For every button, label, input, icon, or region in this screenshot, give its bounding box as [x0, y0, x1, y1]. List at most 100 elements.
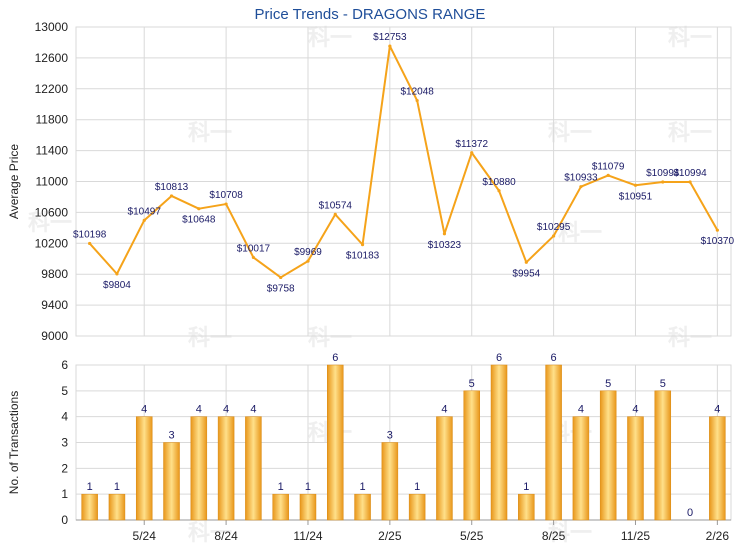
txn-bar: [272, 493, 289, 521]
txn-data-label: 6: [551, 352, 557, 364]
price-point: [497, 189, 501, 193]
txn-bar: [545, 364, 562, 521]
price-point: [688, 180, 692, 184]
txn-bar: [245, 416, 262, 521]
price-y-tick-label: 9000: [41, 329, 68, 343]
txn-bar: [599, 390, 617, 521]
price-data-label: $10183: [346, 251, 380, 262]
price-series-line: [88, 45, 719, 279]
price-y-tick-label: 10200: [35, 236, 69, 250]
txn-data-label: 4: [441, 404, 447, 416]
txn-bar: [627, 416, 644, 521]
txn-bar: [408, 493, 426, 521]
watermark-text: 科一: [188, 325, 232, 350]
price-data-label: $9758: [267, 283, 295, 294]
txn-data-label: 4: [141, 404, 147, 416]
txn-x-tick-label: 5/25: [460, 529, 484, 543]
watermark-text: 科一: [548, 520, 592, 545]
price-data-label: $10813: [155, 182, 189, 193]
price-point: [388, 44, 392, 48]
txn-data-label: 4: [578, 404, 584, 416]
price-data-label: $12753: [373, 32, 407, 43]
price-y-tick-label: 9800: [41, 267, 68, 281]
txn-data-label: 6: [496, 352, 502, 364]
price-point: [115, 272, 119, 276]
price-point: [552, 234, 556, 238]
price-y-tick-label: 11800: [36, 113, 69, 127]
txn-bar: [163, 442, 180, 521]
price-point: [442, 232, 447, 236]
txn-data-label: 5: [469, 378, 475, 390]
watermark-text: 科一: [28, 210, 72, 235]
watermark-text: 科一: [548, 120, 592, 145]
txn-x-tick-label: 11/24: [293, 529, 322, 543]
price-y-tick-label: 13000: [35, 20, 69, 34]
price-point: [661, 180, 665, 184]
txn-x-tick-label: 11/25: [621, 529, 650, 543]
price-data-label: $12048: [400, 87, 434, 98]
txn-data-label: 1: [523, 481, 529, 493]
watermark-text: 科一: [668, 120, 712, 145]
txn-data-label: 1: [360, 481, 366, 493]
price-point: [360, 243, 365, 247]
txn-data-label: 1: [305, 481, 311, 493]
txn-data-label: 1: [114, 481, 120, 493]
price-point: [633, 183, 638, 187]
txn-data-label: 4: [250, 404, 256, 416]
price-y-tick-label: 12600: [35, 51, 69, 65]
txn-bar: [436, 416, 453, 521]
price-y-tick-label: 9400: [41, 298, 68, 312]
price-data-label: $10648: [182, 215, 216, 226]
txn-data-label: 4: [632, 404, 638, 416]
price-point: [470, 151, 474, 155]
txn-x-tick-label: 5/24: [133, 529, 157, 543]
price-data-label: $10198: [73, 229, 107, 240]
chart-title: Price Trends - DRAGONS RANGE: [254, 6, 486, 23]
txn-bar: [135, 416, 153, 521]
txn-x-tick-label: 8/24: [214, 529, 238, 543]
price-point: [88, 241, 92, 246]
txn-y-axis-title: No. of Transactions: [7, 391, 21, 494]
txn-data-label: 0: [687, 507, 693, 519]
price-point: [169, 194, 174, 198]
price-data-label: $10497: [128, 206, 162, 217]
price-point: [142, 218, 146, 222]
price-data-label: $10323: [428, 240, 462, 251]
txn-bar: [463, 390, 480, 521]
price-y-tick-label: 11000: [36, 175, 69, 189]
price-data-label: $10951: [619, 191, 653, 202]
price-point: [415, 98, 419, 103]
price-data-label: $10574: [319, 200, 353, 211]
price-y-axis-title: Average Price: [7, 144, 21, 219]
price-data-label: $10994: [646, 168, 680, 179]
txn-bar: [709, 416, 726, 521]
price-data-label: $10933: [564, 173, 598, 184]
watermark-text: 科一: [188, 520, 232, 545]
price-point: [279, 275, 283, 280]
price-data-label: $10708: [209, 190, 243, 201]
watermark-text: 科一: [188, 120, 232, 145]
price-data-label: $9954: [512, 268, 540, 279]
txn-y-tick-label: 5: [61, 384, 68, 398]
price-data-label: $9969: [294, 247, 322, 258]
watermark-text: 科一: [668, 325, 712, 350]
txn-bar: [299, 493, 317, 521]
txn-data-label: 1: [87, 481, 93, 493]
txn-data-label: 6: [332, 352, 338, 364]
price-data-label: $9804: [103, 280, 131, 291]
txn-data-label: 5: [605, 378, 611, 390]
txn-y-tick-label: 2: [61, 461, 68, 475]
txn-data-label: 4: [714, 404, 720, 416]
txn-x-tick-label: 2/25: [378, 529, 402, 543]
txn-y-tick-label: 6: [61, 358, 68, 372]
price-y-tick-label: 12200: [35, 82, 69, 96]
txn-data-label: 4: [196, 404, 202, 416]
price-y-tick-label: 10600: [35, 205, 69, 219]
price-y-tick-label: 11400: [36, 144, 69, 158]
txn-bar: [654, 390, 672, 521]
txn-bar: [217, 416, 235, 521]
price-data-label: $11079: [592, 161, 625, 172]
price-point: [197, 207, 201, 211]
